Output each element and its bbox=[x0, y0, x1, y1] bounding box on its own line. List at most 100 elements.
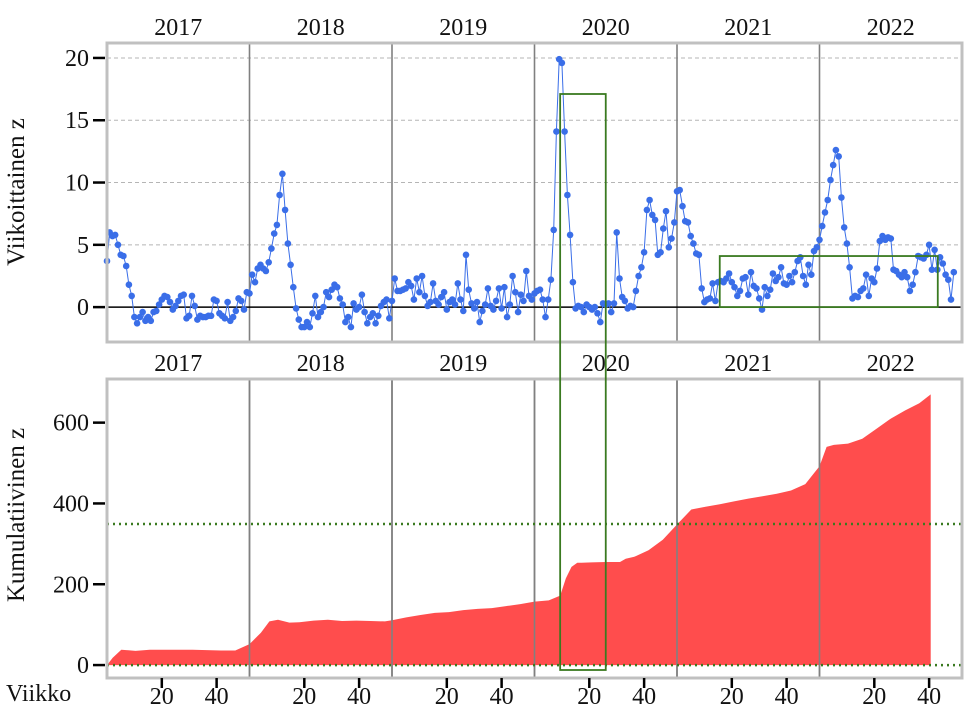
weekly-data-point bbox=[838, 194, 845, 201]
weekly-data-point bbox=[876, 237, 884, 245]
weekly-data-point bbox=[651, 216, 659, 224]
x-axis-label: Viikko bbox=[6, 681, 71, 707]
x-tick-label: 20 bbox=[577, 684, 601, 710]
weekly-data-point bbox=[114, 241, 122, 249]
weekly-data-point bbox=[865, 292, 873, 300]
weekly-data-point bbox=[788, 278, 796, 286]
weekly-data-point bbox=[860, 285, 867, 292]
weekly-data-point bbox=[136, 313, 144, 321]
weekly-data-point bbox=[786, 272, 793, 280]
weekly-data-point bbox=[764, 292, 771, 300]
weekly-data-point bbox=[662, 207, 670, 215]
cumulative-year-label: 2022 bbox=[867, 351, 915, 377]
weekly-data-point bbox=[928, 266, 936, 274]
weekly-data-point bbox=[246, 290, 253, 297]
weekly-data-point bbox=[646, 196, 653, 204]
weekly-data-point bbox=[314, 313, 322, 321]
weekly-data-point bbox=[824, 196, 831, 204]
weekly-z-panel: 2017 2018 2019 2020 2021 2022 0 5 10 15 20 bbox=[65, 15, 964, 344]
weekly-data-point bbox=[468, 300, 475, 307]
weekly-data-point bbox=[854, 293, 862, 301]
weekly-year-label: 2019 bbox=[439, 15, 487, 41]
weekly-data-point bbox=[802, 281, 810, 289]
highlight-box-2020 bbox=[559, 93, 607, 671]
weekly-data-point bbox=[523, 267, 530, 275]
weekly-data-point bbox=[238, 297, 245, 305]
weekly-data-point bbox=[591, 303, 599, 311]
weekly-data-point bbox=[821, 209, 829, 216]
weekly-data-point bbox=[465, 286, 473, 294]
weekly-data-point bbox=[569, 278, 577, 286]
weekly-year-label: 2022 bbox=[867, 15, 915, 41]
weekly-data-point bbox=[668, 235, 675, 242]
weekly-data-point bbox=[536, 286, 544, 294]
weekly-data-point bbox=[175, 297, 182, 305]
weekly-data-point bbox=[333, 283, 341, 291]
weekly-y-axis-label: Viikoittainen z bbox=[3, 118, 30, 266]
weekly-data-point bbox=[942, 271, 949, 279]
weekly-data-point bbox=[909, 281, 916, 289]
weekly-data-point bbox=[438, 293, 445, 301]
weekly-data-point bbox=[229, 313, 237, 321]
weekly-data-point bbox=[509, 272, 516, 280]
cumulative-year-label: 2018 bbox=[297, 351, 345, 377]
weekly-data-point bbox=[629, 303, 637, 311]
weekly-data-point bbox=[898, 273, 905, 281]
weekly-data-point bbox=[328, 286, 336, 294]
weekly-data-point bbox=[605, 300, 612, 307]
weekly-series-line bbox=[106, 57, 955, 329]
weekly-data-point bbox=[550, 226, 557, 234]
weekly-data-point bbox=[676, 186, 683, 194]
weekly-data-point bbox=[745, 291, 752, 299]
weekly-data-point bbox=[312, 292, 319, 300]
weekly-data-point bbox=[950, 268, 958, 276]
weekly-data-point bbox=[564, 191, 571, 199]
weekly-data-point bbox=[303, 318, 311, 326]
weekly-data-point bbox=[503, 313, 511, 321]
weekly-data-point bbox=[347, 323, 355, 331]
weekly-data-point bbox=[808, 271, 815, 279]
weekly-data-point bbox=[799, 272, 807, 280]
weekly-data-point bbox=[213, 297, 220, 305]
weekly-y-tick-label: 0 bbox=[77, 295, 89, 321]
weekly-data-point bbox=[207, 312, 215, 320]
weekly-data-point bbox=[292, 305, 300, 312]
weekly-data-point bbox=[492, 297, 500, 305]
x-tick-label: 20 bbox=[150, 684, 174, 710]
cumulative-year-label: 2017 bbox=[154, 351, 202, 377]
weekly-data-point bbox=[435, 301, 442, 308]
weekly-data-point bbox=[449, 296, 456, 303]
cumulative-y-tick-label: 400 bbox=[53, 491, 89, 517]
weekly-data-point bbox=[355, 303, 363, 311]
weekly-data-point bbox=[476, 318, 484, 326]
weekly-data-point bbox=[761, 283, 768, 291]
cumulative-y-tick-label: 200 bbox=[53, 572, 89, 598]
weekly-data-point bbox=[797, 253, 804, 261]
weekly-data-point bbox=[221, 315, 229, 322]
weekly-data-point bbox=[240, 306, 248, 313]
weekly-data-point bbox=[846, 264, 853, 271]
weekly-data-point bbox=[336, 295, 344, 302]
weekly-data-point bbox=[912, 268, 919, 276]
weekly-data-point bbox=[484, 285, 492, 292]
weekly-data-point bbox=[128, 292, 135, 300]
weekly-data-point bbox=[317, 308, 325, 316]
weekly-data-point bbox=[520, 297, 527, 305]
weekly-data-point bbox=[640, 249, 648, 256]
weekly-data-point bbox=[290, 283, 297, 291]
weekly-data-point bbox=[665, 244, 673, 251]
weekly-data-point bbox=[122, 262, 130, 270]
weekly-data-point bbox=[429, 280, 437, 287]
weekly-data-point bbox=[383, 296, 390, 303]
x-tick-label: 20 bbox=[720, 684, 744, 710]
weekly-data-point bbox=[139, 308, 146, 316]
weekly-data-point bbox=[306, 323, 314, 331]
weekly-data-point bbox=[498, 305, 505, 312]
weekly-data-point bbox=[281, 206, 289, 214]
x-tick-label: 20 bbox=[292, 684, 316, 710]
weekly-data-point bbox=[643, 206, 651, 214]
weekly-data-point bbox=[462, 251, 470, 259]
weekly-y-tick-label: 20 bbox=[65, 46, 89, 72]
weekly-data-point bbox=[695, 251, 703, 259]
